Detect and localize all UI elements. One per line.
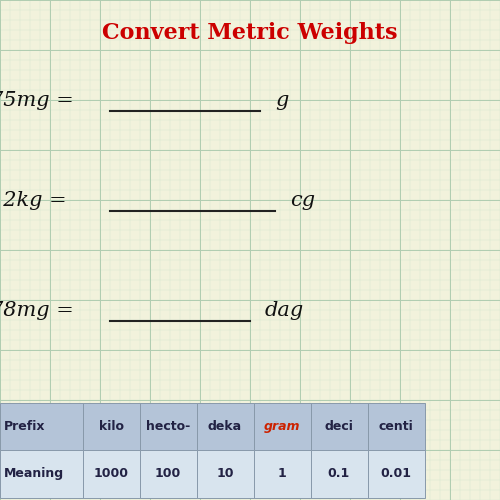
Text: kilo: kilo (98, 420, 124, 432)
Bar (254, 402, 310, 450)
Bar (310, 402, 368, 450)
Bar (368, 450, 424, 498)
Text: 75mg =: 75mg = (0, 90, 74, 110)
Text: 0.1: 0.1 (328, 467, 350, 480)
Bar (140, 402, 196, 450)
Bar (310, 450, 368, 498)
Bar (0, 402, 82, 450)
Bar (196, 450, 254, 498)
Bar (368, 402, 424, 450)
Text: cg: cg (290, 190, 315, 210)
Text: deka: deka (208, 420, 242, 432)
Bar (0, 450, 82, 498)
Text: g: g (275, 90, 288, 110)
Text: Convert Metric Weights: Convert Metric Weights (102, 22, 398, 44)
Bar (196, 402, 254, 450)
Bar (82, 450, 140, 498)
Text: hecto-: hecto- (146, 420, 190, 432)
Text: Meaning: Meaning (4, 467, 64, 480)
Bar (82, 402, 140, 450)
Text: 1: 1 (278, 467, 286, 480)
Text: 100: 100 (155, 467, 181, 480)
Text: 10: 10 (216, 467, 234, 480)
Text: Prefix: Prefix (4, 420, 45, 432)
Text: centi: centi (378, 420, 414, 432)
Text: 1000: 1000 (94, 467, 128, 480)
Text: dag: dag (265, 300, 304, 320)
Text: deci: deci (324, 420, 354, 432)
Text: 0.01: 0.01 (380, 467, 412, 480)
Text: 12kg =: 12kg = (0, 190, 66, 210)
Bar (254, 450, 310, 498)
Text: 78mg =: 78mg = (0, 300, 74, 320)
Text: gram: gram (264, 420, 300, 432)
Bar (140, 450, 196, 498)
